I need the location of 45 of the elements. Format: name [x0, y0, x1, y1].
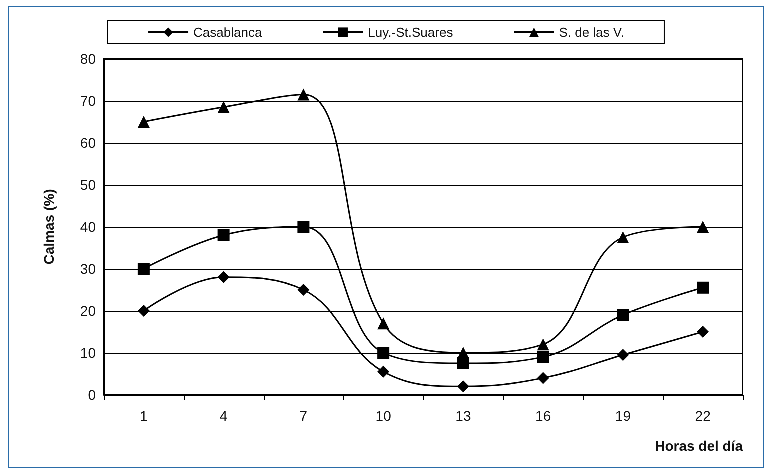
y-tick-label: 80 — [80, 51, 96, 67]
y-axis-title: Calmas (%) — [41, 189, 57, 265]
point — [378, 347, 390, 359]
point — [218, 271, 230, 284]
y-tick-label: 10 — [80, 345, 96, 361]
x-axis-title: Horas del día — [655, 438, 744, 454]
point — [138, 305, 150, 317]
y-tick-label: 70 — [80, 93, 96, 109]
x-tick-label: 22 — [695, 408, 712, 424]
legend-label: Luy.-St.Suares — [368, 25, 454, 40]
x-tick-label: 19 — [615, 408, 632, 424]
y-tick-label: 30 — [80, 261, 96, 277]
point — [378, 366, 390, 378]
point — [218, 229, 230, 242]
point — [617, 309, 630, 322]
point — [537, 372, 550, 384]
point — [138, 263, 150, 275]
y-tick-label: 50 — [80, 177, 96, 193]
point — [457, 347, 470, 359]
point — [617, 232, 630, 244]
point — [617, 349, 630, 362]
point — [378, 318, 390, 330]
x-tick-label: 4 — [220, 408, 228, 424]
y-tick-label: 20 — [80, 303, 96, 319]
point — [298, 221, 310, 233]
legend-label: S. de las V. — [559, 25, 624, 40]
x-tick-label: 13 — [456, 408, 472, 424]
legend-label: Casablanca — [194, 25, 263, 40]
point — [138, 116, 150, 128]
point — [697, 221, 710, 233]
point — [537, 338, 550, 351]
point — [298, 284, 310, 296]
x-tick-label: 16 — [536, 408, 552, 424]
y-tick-label: 60 — [80, 135, 96, 151]
x-tick-label: 7 — [300, 408, 308, 424]
point — [537, 351, 550, 364]
y-tick-label: 0 — [88, 387, 96, 403]
y-tick-label: 40 — [80, 219, 96, 235]
x-tick-label: 10 — [376, 408, 392, 424]
point — [697, 282, 710, 294]
point — [697, 326, 710, 338]
point — [218, 101, 230, 114]
x-tick-label: 1 — [140, 408, 148, 424]
point — [457, 380, 470, 393]
point — [298, 88, 310, 101]
